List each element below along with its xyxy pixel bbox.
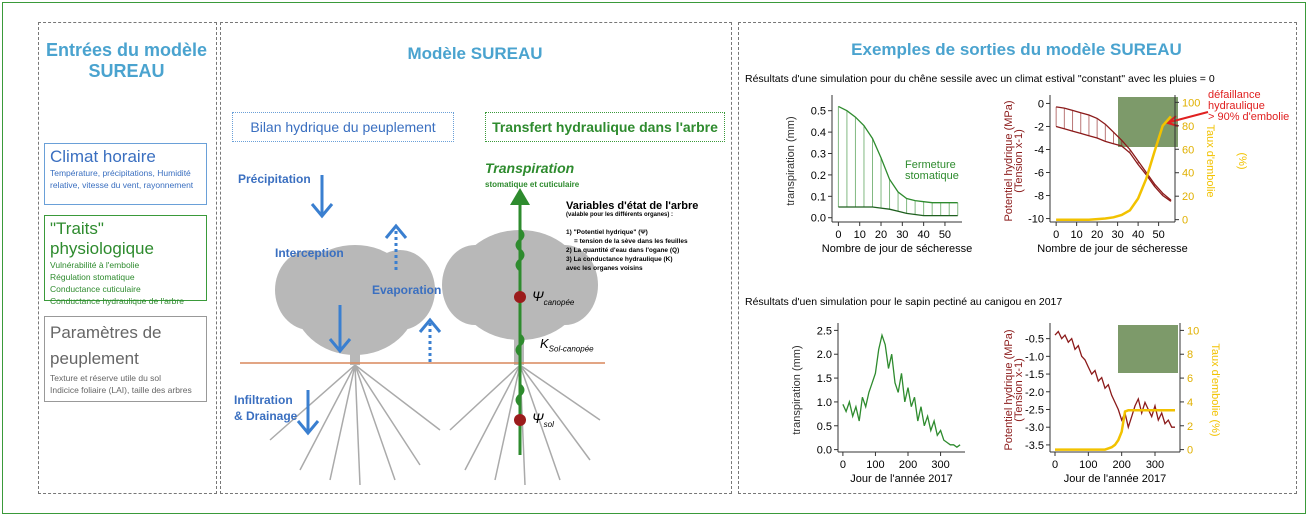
caption: Résultats d'uen simulation pour le sapin… (745, 296, 1062, 308)
symbol: K (540, 336, 549, 351)
variables-title: Variables d'état de l'arbre (566, 200, 726, 212)
flow-label: Evaporation (372, 283, 441, 297)
variables: Variables d'état de l'arbre (valable pou… (566, 200, 726, 273)
symbol: Ψcanopée (532, 288, 574, 307)
flow-label: Interception (275, 246, 344, 260)
box-item: Régulation stomatique (50, 271, 201, 283)
box-item: Température, précipitations, Humidité re… (50, 167, 201, 191)
symbol: KSol-canopée (540, 336, 594, 354)
label-box: Bilan hydrique du peuplement (232, 112, 454, 142)
box-item: Conductance cuticulaire (50, 283, 201, 295)
page: 010203040500.00.10.20.30.40.5Nombre de j… (0, 0, 1308, 516)
box-title: "Traits" physiologique (50, 219, 201, 259)
flow-label: Infiltration & Drainage (234, 392, 304, 424)
title: Entrées du modèle SUREAU (44, 40, 209, 82)
box-item: Indicice foliaire (LAI), taille des arbr… (50, 384, 201, 396)
caption: Résultats d'une simulation pour du chêne… (745, 73, 1215, 85)
input-box: Paramètres de peuplement Texture et rése… (44, 316, 207, 402)
flow-label: Précipitation (238, 172, 311, 186)
symbol: Ψsol (532, 410, 554, 429)
box-item: Conductance hydraulique de l'arbre (50, 295, 201, 307)
box-item: Vulnérabilité à l'embolie (50, 259, 201, 271)
box-item: Texture et réserve utile du sol (50, 372, 201, 384)
variable: = tension de la sève dans les feuilles (566, 237, 726, 246)
title: Exemples de sorties du modèle SUREAU (738, 40, 1295, 60)
box-title: Climat horaire (50, 147, 201, 167)
variable: 3) La conductance hydraulique (K) (566, 255, 726, 264)
symbol: Ψ (532, 410, 544, 426)
label: Transpiration (485, 160, 574, 176)
label: stomatique et cuticulaire (485, 180, 579, 189)
subscript: Sol-canopée (549, 345, 594, 354)
subscript: sol (544, 420, 554, 429)
variable: 1) "Potentiel hydrique" (Ψ) (566, 228, 726, 237)
variable: 2) La quantité d'eau dans l'ogane (Q) (566, 246, 726, 255)
input-box: Climat horaire Température, précipitatio… (44, 143, 207, 205)
box-title: Paramètres de peuplement (50, 320, 180, 372)
symbol: Ψ (532, 288, 544, 304)
variable: avec les organes voisins (566, 264, 726, 273)
label-box: Transfert hydraulique dans l'arbre (485, 112, 725, 142)
input-box: "Traits" physiologique Vulnérabilité à l… (44, 215, 207, 301)
variables-subtitle: (valable pour les différents organes) : (566, 212, 726, 218)
subscript: canopée (544, 298, 575, 307)
title: Modèle SUREAU (220, 44, 730, 64)
panel (738, 22, 1297, 494)
